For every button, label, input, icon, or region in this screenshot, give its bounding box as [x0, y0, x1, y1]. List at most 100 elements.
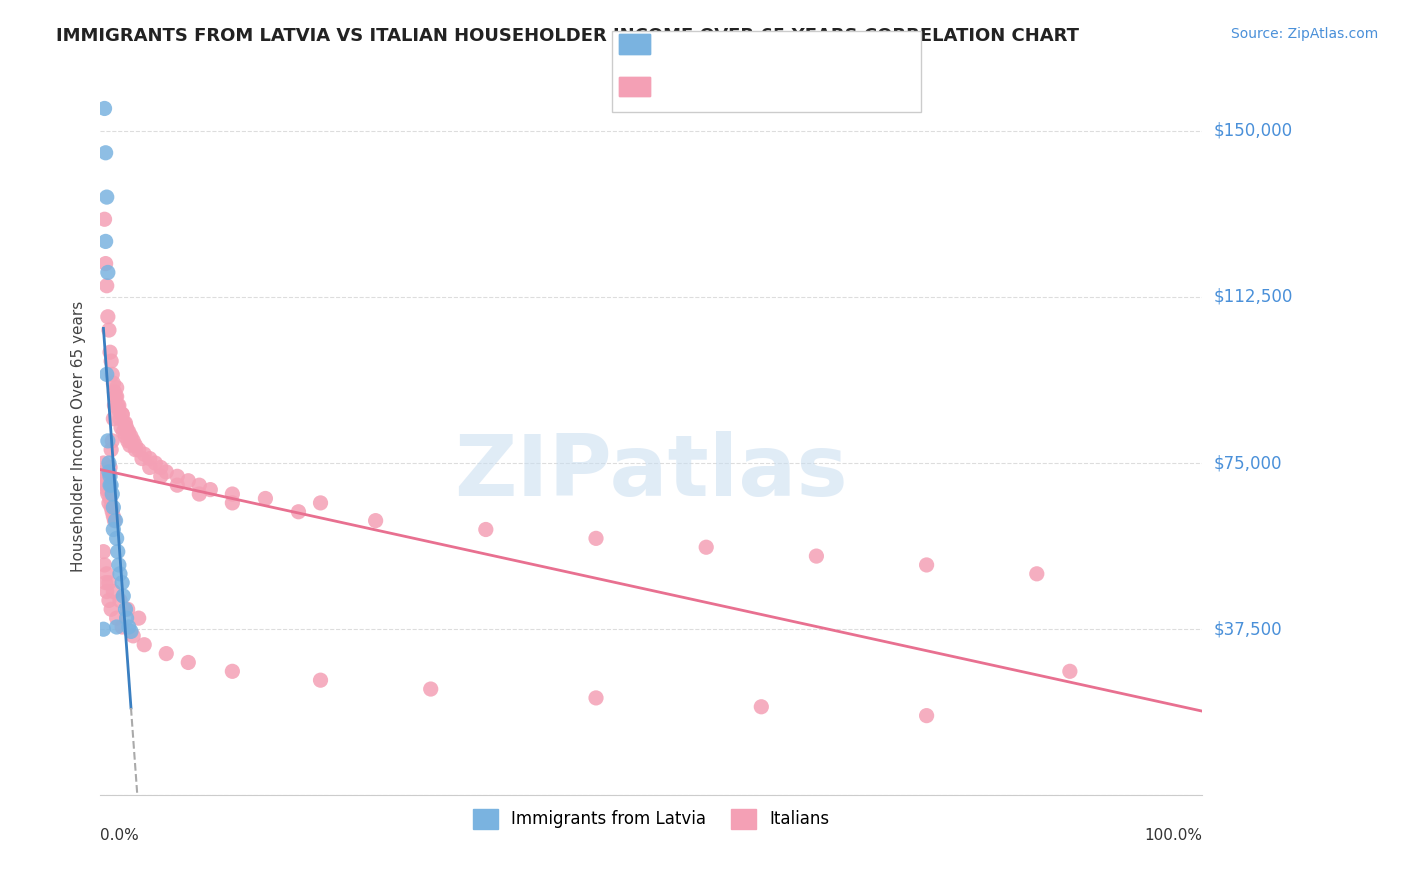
Point	[98, 478, 121, 492]
Point	[97, 496, 120, 510]
Point	[122, 629, 145, 643]
Point	[254, 491, 277, 506]
Point	[107, 544, 129, 558]
Point	[1059, 665, 1081, 679]
Point	[103, 500, 125, 515]
Point	[93, 456, 115, 470]
Point	[97, 487, 120, 501]
Point	[103, 411, 125, 425]
Point	[915, 708, 938, 723]
Point	[103, 385, 125, 400]
Point	[94, 469, 117, 483]
Point	[112, 425, 135, 439]
Point	[118, 438, 141, 452]
Point	[96, 278, 118, 293]
Point	[188, 478, 211, 492]
Point	[101, 505, 124, 519]
Point	[98, 469, 121, 483]
Point	[94, 256, 117, 270]
Point	[105, 620, 128, 634]
Point	[118, 620, 141, 634]
Point	[114, 416, 136, 430]
Point	[103, 376, 125, 391]
Point	[585, 532, 607, 546]
Point	[98, 460, 121, 475]
Text: 0.0%: 0.0%	[100, 828, 139, 843]
Text: $150,000: $150,000	[1213, 121, 1292, 140]
Point	[806, 549, 828, 563]
Point	[475, 523, 498, 537]
Text: Source: ZipAtlas.com: Source: ZipAtlas.com	[1230, 27, 1378, 41]
Point	[100, 442, 122, 457]
Text: -0.384: -0.384	[688, 40, 745, 58]
Point	[108, 558, 131, 572]
Point	[115, 420, 138, 434]
Point	[112, 589, 135, 603]
Point	[101, 487, 124, 501]
Point	[134, 447, 156, 461]
Point	[117, 602, 139, 616]
Point	[585, 690, 607, 705]
Point	[96, 474, 118, 488]
Point	[111, 575, 134, 590]
Text: $75,000: $75,000	[1213, 454, 1282, 472]
Point	[149, 469, 172, 483]
Point	[93, 102, 115, 116]
Point	[143, 456, 166, 470]
Point	[309, 496, 332, 510]
Point	[120, 624, 142, 639]
Point	[103, 398, 125, 412]
Point	[101, 368, 124, 382]
Point	[94, 478, 117, 492]
Point	[155, 647, 177, 661]
Point	[100, 478, 122, 492]
Point	[105, 390, 128, 404]
Point	[98, 491, 121, 506]
Point	[120, 429, 142, 443]
Point	[108, 402, 131, 417]
Legend: Immigrants from Latvia, Italians: Immigrants from Latvia, Italians	[464, 800, 838, 838]
Point	[97, 323, 120, 337]
Point	[221, 665, 243, 679]
Point	[94, 145, 117, 160]
Point	[93, 558, 115, 572]
Point	[108, 411, 131, 425]
Point	[118, 425, 141, 439]
Point	[97, 456, 120, 470]
Point	[103, 514, 125, 528]
Point	[103, 584, 125, 599]
Point	[98, 345, 121, 359]
Text: $112,500: $112,500	[1213, 288, 1292, 306]
Point	[128, 611, 150, 625]
Point	[105, 381, 128, 395]
Point	[103, 509, 125, 524]
Point	[97, 478, 120, 492]
Text: IMMIGRANTS FROM LATVIA VS ITALIAN HOUSEHOLDER INCOME OVER 65 YEARS CORRELATION C: IMMIGRANTS FROM LATVIA VS ITALIAN HOUSEH…	[56, 27, 1080, 45]
Point	[114, 602, 136, 616]
Point	[177, 474, 200, 488]
Point	[221, 487, 243, 501]
Point	[131, 451, 153, 466]
Point	[96, 584, 118, 599]
Point	[108, 566, 131, 581]
Point	[112, 416, 135, 430]
Point	[117, 425, 139, 439]
Y-axis label: Householder Income Over 65 years: Householder Income Over 65 years	[72, 301, 86, 572]
Point	[97, 310, 120, 324]
Point	[93, 465, 115, 479]
Point	[104, 390, 127, 404]
Text: $37,500: $37,500	[1213, 620, 1282, 638]
Point	[287, 505, 309, 519]
Point	[100, 500, 122, 515]
Point	[915, 558, 938, 572]
Text: 100.0%: 100.0%	[1144, 828, 1202, 843]
Point	[221, 496, 243, 510]
Point	[97, 434, 120, 448]
Point	[114, 429, 136, 443]
Point	[200, 483, 222, 497]
Point	[94, 575, 117, 590]
Point	[108, 398, 131, 412]
Point	[138, 460, 160, 475]
Point	[107, 398, 129, 412]
Point	[166, 469, 188, 483]
